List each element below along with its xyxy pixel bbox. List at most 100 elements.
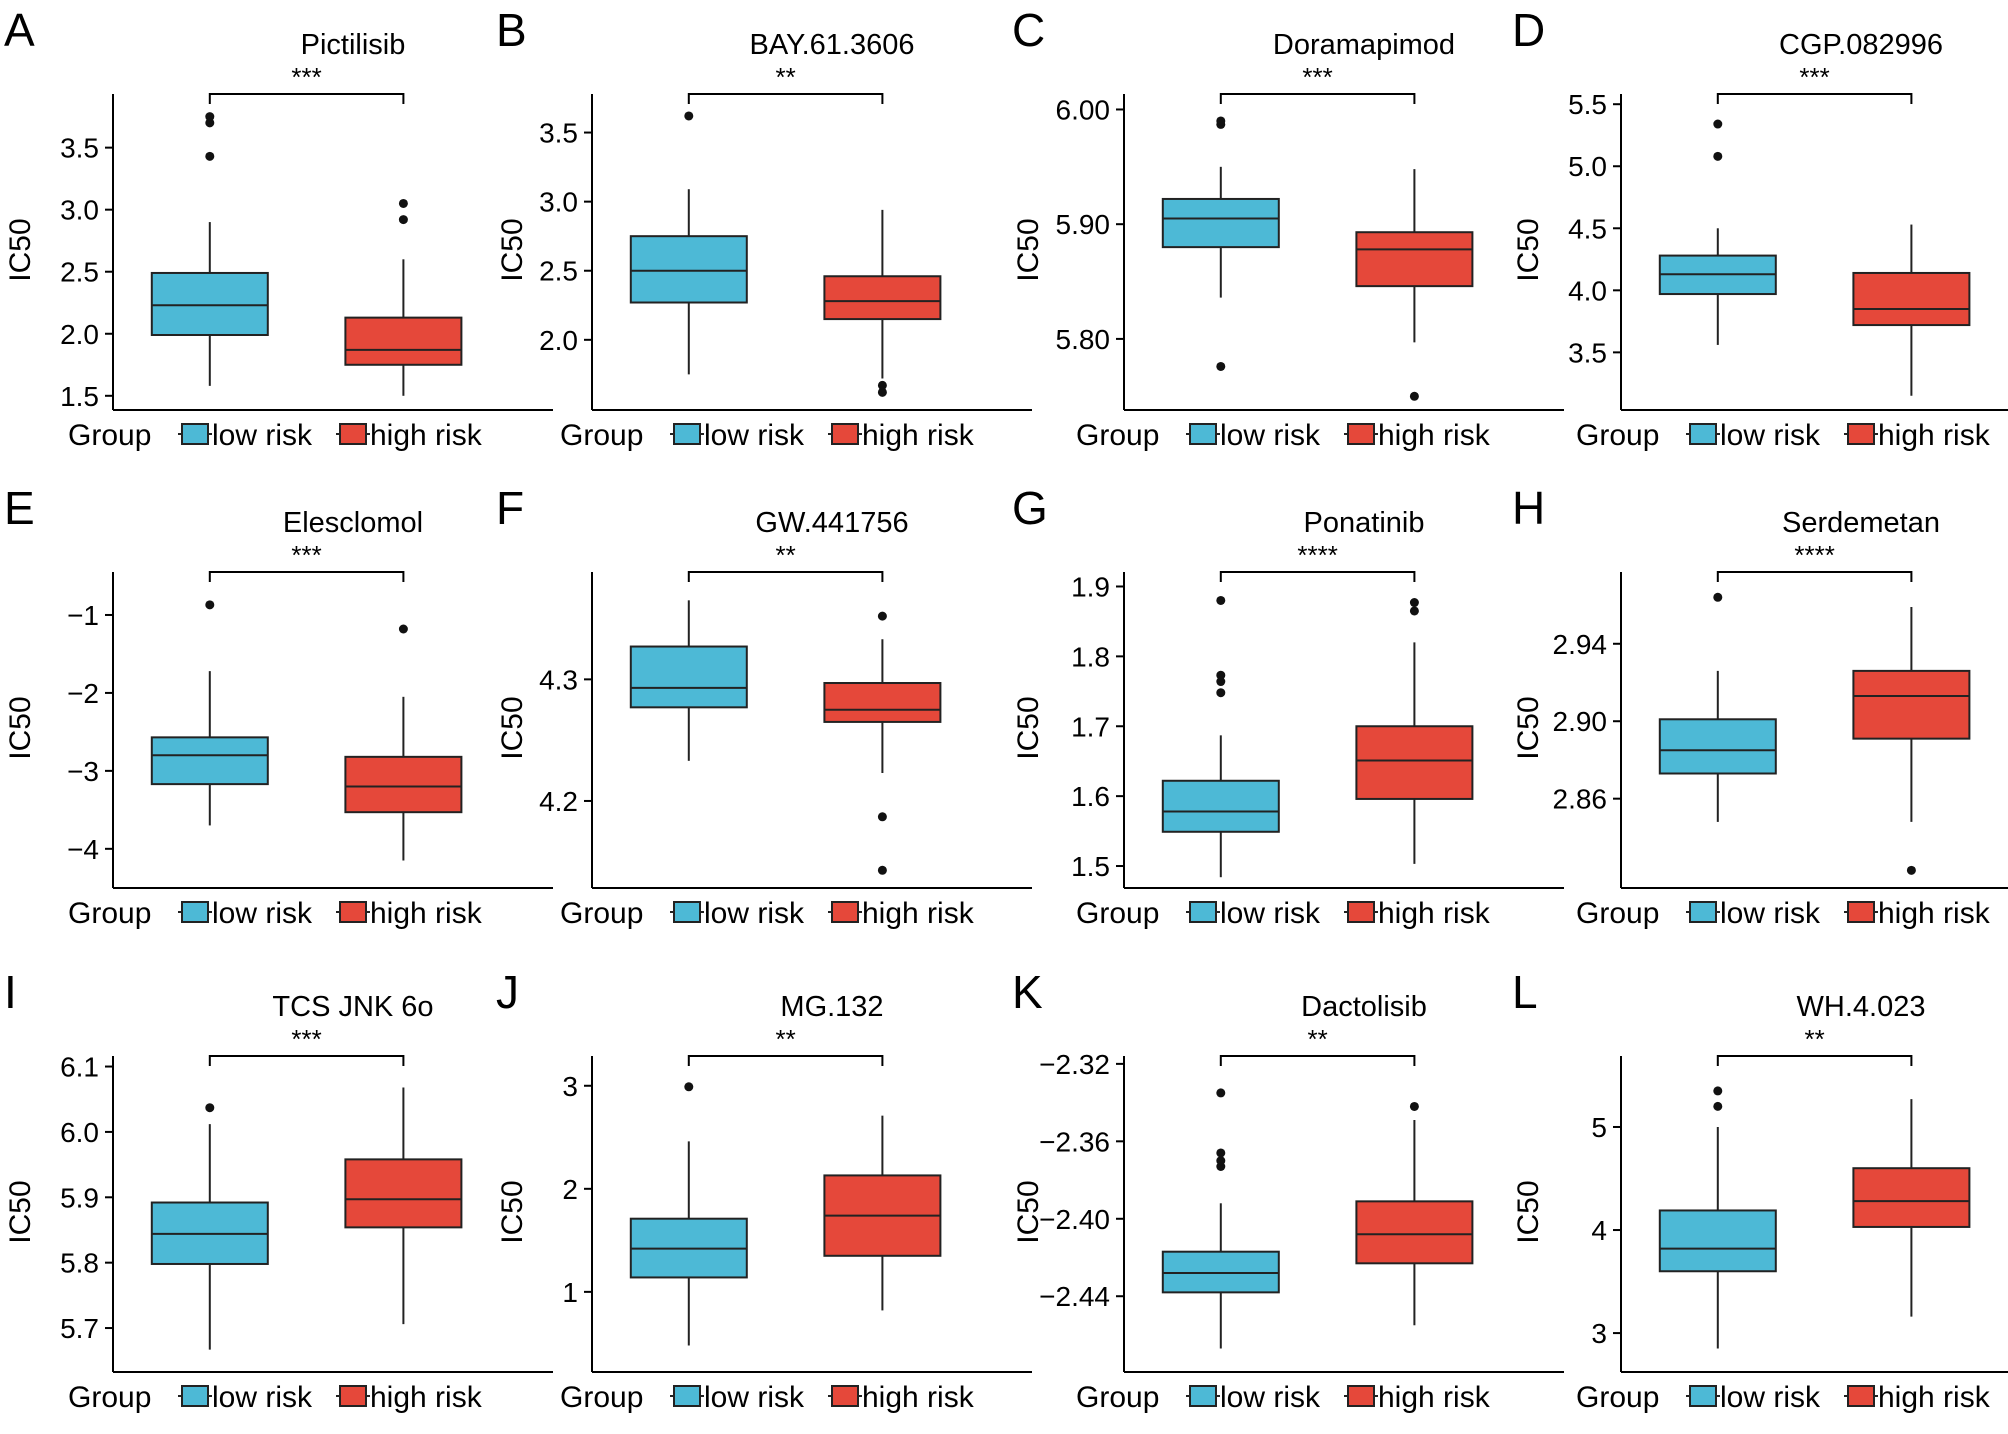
legend-key-low-risk	[1689, 423, 1717, 445]
legend-key-low-risk	[181, 1385, 209, 1407]
y-axis-label: IC50	[1512, 1180, 1545, 1243]
legend: Group low risk high risk	[560, 419, 975, 452]
significance-label: ****	[1297, 540, 1337, 570]
y-axis-label: IC50	[1512, 696, 1545, 759]
outlier-point	[1713, 151, 1723, 161]
legend-title: Group	[68, 1381, 151, 1414]
y-tick-label: −4	[67, 834, 99, 865]
y-tick-label: 2.86	[1553, 784, 1608, 815]
outlier-point	[1409, 598, 1419, 608]
significance-label: ***	[291, 62, 321, 92]
significance-bracket	[1219, 93, 1416, 104]
panel-letter: L	[1512, 966, 1538, 1018]
outlier-point	[1906, 865, 1916, 875]
panel-k: K Dactolisib −2.44 −2.40 −2.36 −2.32 IC50 ** Gro…	[1012, 966, 1564, 1414]
y-tick-label: 2.0	[539, 325, 578, 356]
significance-label: ***	[1302, 62, 1332, 92]
legend-title: Group	[560, 1381, 643, 1414]
outlier-point	[205, 112, 215, 122]
outlier-point	[877, 812, 887, 822]
panel-d: D CGP.082996 3.5 4.0 4.5 5.0 5.5 IC50 *** Group lo…	[1512, 4, 2008, 452]
y-axis-label: IC50	[496, 696, 529, 759]
panel-l: L WH.4.023 3 4 5 IC50 ** Group low risk high risk	[1512, 966, 2008, 1414]
y-tick-label: 6.0	[60, 1117, 99, 1148]
box-body	[1852, 669, 1971, 740]
legend-label: high risk	[1878, 1381, 1991, 1414]
box-body	[1852, 271, 1971, 327]
legend: Group low risk high risk	[68, 419, 483, 452]
box-low-risk	[629, 111, 748, 375]
legend-label: low risk	[212, 897, 313, 930]
significance-bracket	[1219, 571, 1416, 582]
outlier-point	[398, 198, 408, 208]
panel-a: A Pictilisib 1.5 2.0 2.5 3.0 3.5 IC50 *** Group lo…	[4, 4, 553, 452]
legend-label: low risk	[1720, 897, 1821, 930]
significance-bracket	[208, 1055, 405, 1066]
y-tick-label: 3.0	[539, 187, 578, 218]
significance-bracket	[1716, 93, 1913, 104]
y-tick-label: 1.9	[1071, 571, 1110, 602]
y-axis-label: IC50	[4, 1180, 37, 1243]
y-tick-label: 3.5	[1568, 337, 1607, 368]
outlier-point	[1713, 1101, 1723, 1111]
panel-title: TCS JNK 6o	[272, 991, 433, 1023]
legend-label: low risk	[1220, 419, 1321, 452]
outlier-point	[1216, 1088, 1226, 1098]
y-axis-label: IC50	[496, 1180, 529, 1243]
panel-title: Serdemetan	[1782, 507, 1940, 539]
legend-title: Group	[1576, 419, 1659, 452]
box-body	[1355, 725, 1474, 800]
outlier-point	[1216, 116, 1226, 126]
y-tick-label: 5.80	[1056, 324, 1111, 355]
outlier-point	[1216, 1156, 1226, 1166]
panel-letter: G	[1012, 482, 1048, 534]
box-low-risk	[1161, 595, 1280, 878]
panel-i: I TCS JNK 6o 5.7 5.8 5.9 6.0 6.1 IC50 *** Group lo…	[4, 966, 553, 1414]
outlier-point	[1216, 670, 1226, 680]
legend-title: Group	[1076, 897, 1159, 930]
y-tick-label: 1.5	[1071, 851, 1110, 882]
y-tick-label: −2.36	[1039, 1126, 1110, 1157]
panel-title: Pictilisib	[301, 29, 406, 61]
box-high-risk	[1355, 169, 1474, 401]
y-tick-label: 4.2	[539, 786, 578, 817]
y-tick-label: 1.8	[1071, 641, 1110, 672]
legend: Group low risk high risk	[68, 897, 483, 930]
y-tick-label: 5	[1591, 1112, 1607, 1143]
box-high-risk	[823, 611, 942, 875]
legend-label: high risk	[1378, 1381, 1491, 1414]
legend: Group low risk high risk	[1076, 419, 1491, 452]
panel-title: MG.132	[780, 991, 883, 1023]
legend-label: low risk	[1220, 897, 1321, 930]
legend-key-low-risk	[673, 901, 701, 923]
y-tick-label: −2	[67, 678, 99, 709]
box-high-risk	[1852, 606, 1971, 875]
box-body	[1161, 197, 1280, 249]
outlier-point	[1409, 391, 1419, 401]
outlier-point	[398, 215, 408, 225]
legend-key-high-risk	[1847, 1385, 1875, 1407]
box-high-risk	[1852, 1099, 1971, 1317]
legend-label: low risk	[1720, 419, 1821, 452]
box-high-risk	[344, 1087, 463, 1325]
y-tick-label: 3.0	[60, 195, 99, 226]
legend-label: high risk	[370, 897, 483, 930]
y-tick-label: 3	[1591, 1318, 1607, 1349]
y-tick-label: 2.0	[60, 319, 99, 350]
panel-b: B BAY.61.3606 2.0 2.5 3.0 3.5 IC50 ** Group low r…	[496, 4, 1032, 452]
outlier-point	[877, 380, 887, 390]
panel-letter: K	[1012, 966, 1043, 1018]
legend-title: Group	[68, 419, 151, 452]
box-high-risk	[1355, 1101, 1474, 1326]
outlier-point	[1216, 677, 1226, 687]
legend-key-low-risk	[181, 901, 209, 923]
outlier-point	[877, 387, 887, 397]
y-tick-label: 4.0	[1568, 275, 1607, 306]
panel-title: BAY.61.3606	[749, 29, 914, 61]
box-high-risk	[1852, 224, 1971, 396]
legend-label: high risk	[862, 1381, 975, 1414]
box-low-risk	[629, 1082, 748, 1346]
y-tick-label: 3.5	[60, 133, 99, 164]
outlier-point	[684, 1082, 694, 1092]
